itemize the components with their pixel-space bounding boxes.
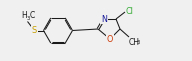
Text: CH: CH bbox=[129, 38, 140, 47]
Text: Cl: Cl bbox=[126, 7, 134, 15]
Text: H: H bbox=[21, 11, 26, 20]
Text: 3: 3 bbox=[137, 40, 140, 45]
Text: C: C bbox=[30, 11, 35, 20]
Text: 3: 3 bbox=[26, 16, 30, 21]
Text: N: N bbox=[101, 15, 107, 23]
Text: S: S bbox=[32, 26, 37, 35]
Text: O: O bbox=[107, 35, 113, 43]
